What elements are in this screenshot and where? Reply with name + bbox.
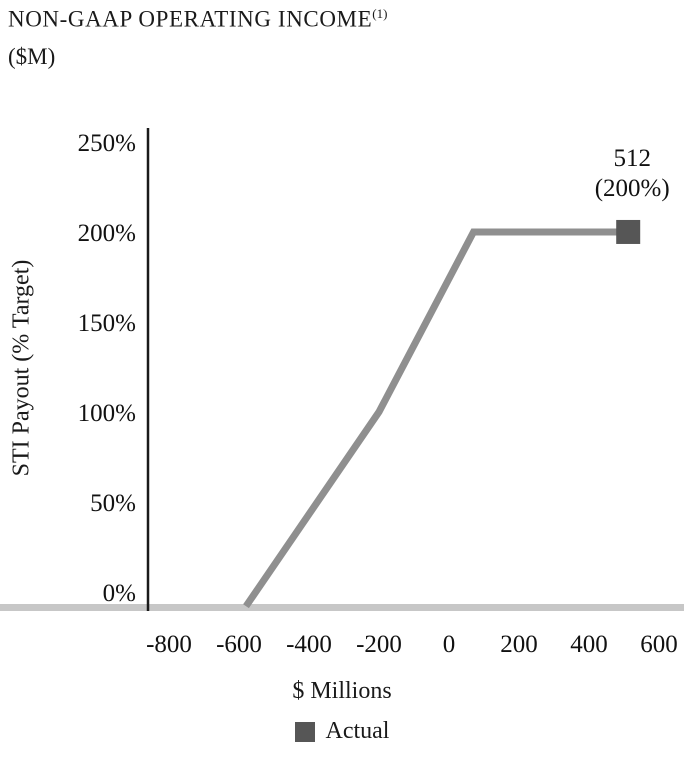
- x-tick-label: 400: [570, 631, 608, 658]
- x-tick-label: -400: [286, 631, 332, 658]
- x-tick-label: 200: [500, 631, 538, 658]
- chart-subtitle: ($M): [8, 44, 56, 69]
- x-tick-label: -200: [356, 631, 402, 658]
- footnote-marker: (1): [372, 6, 388, 21]
- x-tick-label: -800: [146, 631, 192, 658]
- y-tick-label: 0%: [103, 580, 136, 607]
- actual-marker: [616, 219, 641, 244]
- x-tick-label: -600: [216, 631, 262, 658]
- marker-annotation-value: 512: [613, 145, 651, 172]
- marker-annotation-percent: (200%): [595, 175, 670, 202]
- chart-title: NON-GAAP OPERATING INCOME(1): [8, 6, 387, 33]
- x-tick-label: 600: [640, 631, 678, 658]
- x-tick-label: 0: [443, 631, 456, 658]
- y-tick-label: 50%: [90, 490, 136, 517]
- y-tick-label: 250%: [78, 130, 136, 157]
- legend-label: Actual: [325, 718, 390, 744]
- x-axis-baseline: [0, 604, 684, 611]
- x-axis-title: $ Millions: [292, 678, 392, 704]
- y-tick-label: 200%: [78, 220, 136, 247]
- chart-legend: Actual: [0, 718, 684, 745]
- payout-line: [243, 228, 629, 609]
- y-tick-label: 100%: [78, 400, 136, 427]
- legend-square-icon: [294, 721, 315, 742]
- chart-title-text: NON-GAAP OPERATING INCOME: [8, 6, 373, 32]
- y-tick-label: 150%: [78, 310, 136, 337]
